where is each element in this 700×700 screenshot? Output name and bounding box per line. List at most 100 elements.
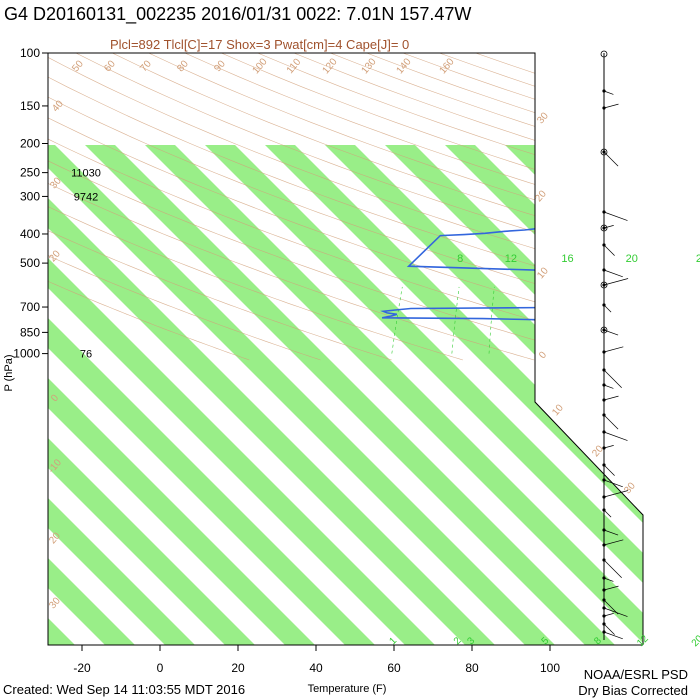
wind-barb [603,464,615,476]
axis-lines [47,53,643,646]
y-tick-label: 400 [20,227,40,241]
wind-barb [603,244,615,256]
adiabat-label: 40 [50,98,66,114]
dry-adiabat [112,53,643,361]
y-tick-label: 300 [20,189,40,203]
mixing-ratio-label: 8 [457,253,463,265]
y-tick-label: 100 [20,46,40,60]
x-tick-label: -20 [73,661,91,675]
chart-subtitle: Plcl=892 Tlcl[C]=17 Shox=3 Pwat[cm]=4 Ca… [110,37,410,52]
mixing-ratio-line [537,286,541,354]
isotherm-band [48,145,375,645]
wind-barb [603,103,619,109]
temperature-line [685,137,700,354]
wind-barb [603,585,619,591]
dry-adiabat [439,53,643,361]
wind-barb [603,90,614,95]
adiabat-label: 0 [537,349,549,361]
wind-barb [603,278,629,286]
adiabat-label: 10 [535,265,551,281]
x-tick-label: 20 [231,661,245,675]
adiabat-label: 160 [438,56,457,76]
adiabat-label: 0 [49,392,61,404]
height-label: 76 [80,349,92,361]
stripes-layer [48,145,700,645]
wind-barb [603,607,628,617]
wind-barb [603,613,614,617]
x-axis-title: Temperature (F) [308,683,387,695]
wind-barb [603,225,614,229]
mixing-ratio-label: 20 [626,253,638,265]
x-tick-label: 0 [157,661,164,675]
mixing-ratio-label: 16 [561,253,573,265]
adiabat-label: 120 [321,56,340,76]
credit-organization: NOAA/ESRL PSD [583,667,688,682]
adiabat-label: 20 [533,188,549,204]
isotherm-band [85,145,615,645]
calm-wind-circle [600,50,608,58]
isotherm-band [48,145,495,645]
isotherm-band [48,145,195,645]
adiabat-label: 110 [285,56,304,76]
dry-adiabat [48,53,392,361]
wind-barb [603,623,615,635]
mixing-ratio-label: 12 [505,253,517,265]
wind-barb [603,329,619,336]
mixing-ratio-line [585,286,587,354]
wind-barb [603,431,628,441]
mixing-ratio-label: 20 [690,633,700,649]
mixing-ratio-line [680,287,686,354]
adiabat-label: 30 [535,110,551,126]
adiabat-label: 130 [360,56,379,76]
adiabat-label: 90 [212,58,228,74]
calm-wind-circle [600,326,608,334]
credit-note: Dry Bias Corrected [578,683,688,698]
isotherm-band [48,145,435,645]
x-tick-label: 60 [387,661,401,675]
isotherm-band [145,145,643,645]
wind-barb [603,414,619,430]
adiabat-label: 10 [550,402,566,418]
height-label: 11030 [71,168,101,180]
mixing-ratio-label: 24 [696,253,700,265]
x-tick-label: 40 [309,661,323,675]
y-tick-label: 150 [20,99,40,113]
x-tick-label: 100 [540,661,560,675]
x-tick-label: 80 [465,661,479,675]
isotherm-band [685,145,700,645]
wind-barb [603,269,623,278]
wind-barb [603,529,619,536]
wind-barb [603,599,619,615]
dry-adiabat [48,53,643,361]
dry-adiabat [48,53,535,361]
y-axis-title: P (hPa) [3,354,15,391]
chart-title: G4 D20160131_002235 2016/01/31 0022: 7.0… [4,4,472,24]
mixing-ratio-line [625,286,630,354]
dry-adiabat [48,53,643,361]
dry-adiabat [48,53,643,361]
isotherm-band [205,145,643,645]
y-tick-label: 850 [20,325,40,339]
y-tick-label: 200 [20,136,40,150]
wind-barb [603,369,622,388]
wind-barb [603,539,624,546]
dry-adiabat [148,53,643,361]
calm-wind-circle [600,224,608,232]
isotherm-band [265,145,643,645]
isotherm-band [48,145,315,645]
adiabat-label: 100 [251,56,270,76]
wind-barb [603,559,622,578]
wind-barb [603,211,628,221]
adiabat-label: 50 [70,58,86,74]
wind-barb [603,577,614,582]
wind-barb [603,384,614,389]
wind-profile [600,50,629,640]
height-label: 9742 [74,191,98,203]
wind-barb [603,490,629,498]
dry-adiabat [184,53,643,361]
adiabat-label: 30 [622,480,638,496]
wind-barb [603,445,614,449]
dry-adiabat [48,53,321,361]
wind-barb [603,631,623,640]
dry-adiabat [48,53,606,361]
